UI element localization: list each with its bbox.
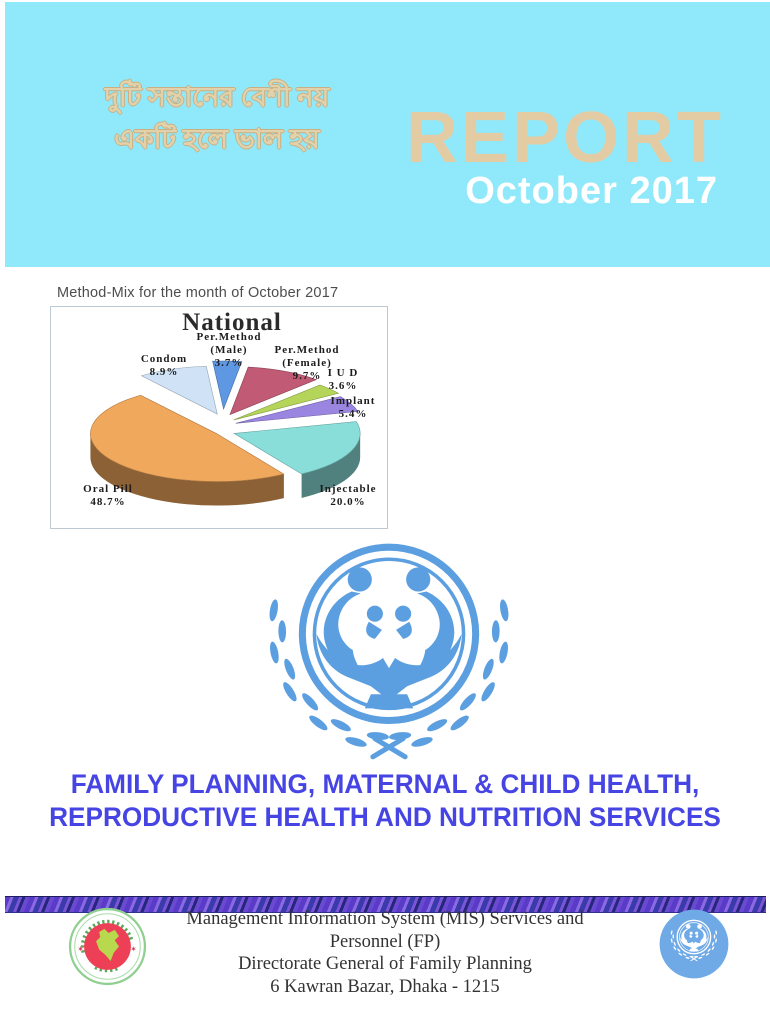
decorative-strip bbox=[5, 896, 766, 913]
report-month: October 2017 bbox=[465, 170, 718, 212]
pie-label-implant: Implant 5.4% bbox=[330, 395, 376, 420]
headline-line2: REPRODUCTIVE HEALTH AND NUTRITION SERVIC… bbox=[49, 802, 721, 832]
method-mix-chart: National Per.Method (Male) 3.7% Per.Method(… bbox=[50, 306, 388, 529]
footer-org-line1: Management Information System (MIS) Serv… bbox=[186, 909, 584, 952]
pie-chart bbox=[90, 360, 361, 506]
headline: FAMILY PLANNING, MATERNAL & CHILD HEALTH… bbox=[12, 768, 759, 834]
pie-label-injectable: Injectable 20.0% bbox=[319, 483, 377, 508]
headline-line1: FAMILY PLANNING, MATERNAL & CHILD HEALTH… bbox=[70, 769, 700, 799]
pie-label-i-u-d: I U D 3.6% bbox=[327, 367, 359, 392]
pie-label-oral-pill: Oral Pill 48.7% bbox=[83, 483, 133, 508]
pie-label-per-method-male-: Per.Method (Male) 3.7% bbox=[196, 331, 262, 369]
chart-heading: Method-Mix for the month of October 2017 bbox=[57, 285, 339, 301]
report-title: REPORT bbox=[405, 98, 724, 178]
footer-text: Management Information System (MIS) Serv… bbox=[150, 908, 620, 998]
family-planning-emblem-icon bbox=[256, 541, 522, 765]
svg-text:✶: ✶ bbox=[77, 945, 83, 954]
bengali-slogan-line1: দুটি সন্তানের বেশী নয় bbox=[104, 82, 330, 112]
bangladesh-government-seal-icon: ✶ ✶ bbox=[68, 907, 147, 986]
pie-label-per-method-female-: Per.Method (Female) 9.7% bbox=[274, 344, 340, 382]
banner: দুটি সন্তানের বেশী নয় একটি হলে ভাল হয় … bbox=[5, 2, 770, 267]
chart-title: National bbox=[182, 309, 282, 336]
svg-text:✶: ✶ bbox=[130, 945, 136, 954]
footer-org-line3: 6 Kawran Bazar, Dhaka - 1215 bbox=[270, 976, 500, 997]
bengali-slogan: দুটি সন্তানের বেশী নয় একটি হলে ভাল হয় bbox=[93, 76, 341, 160]
footer-org-line2: Directorate General of Family Planning bbox=[238, 954, 532, 974]
family-planning-badge-icon bbox=[659, 909, 729, 979]
bengali-slogan-line2: একটি হলে ভাল হয় bbox=[114, 124, 320, 154]
pie-label-condom: Condom 8.9% bbox=[140, 353, 188, 378]
